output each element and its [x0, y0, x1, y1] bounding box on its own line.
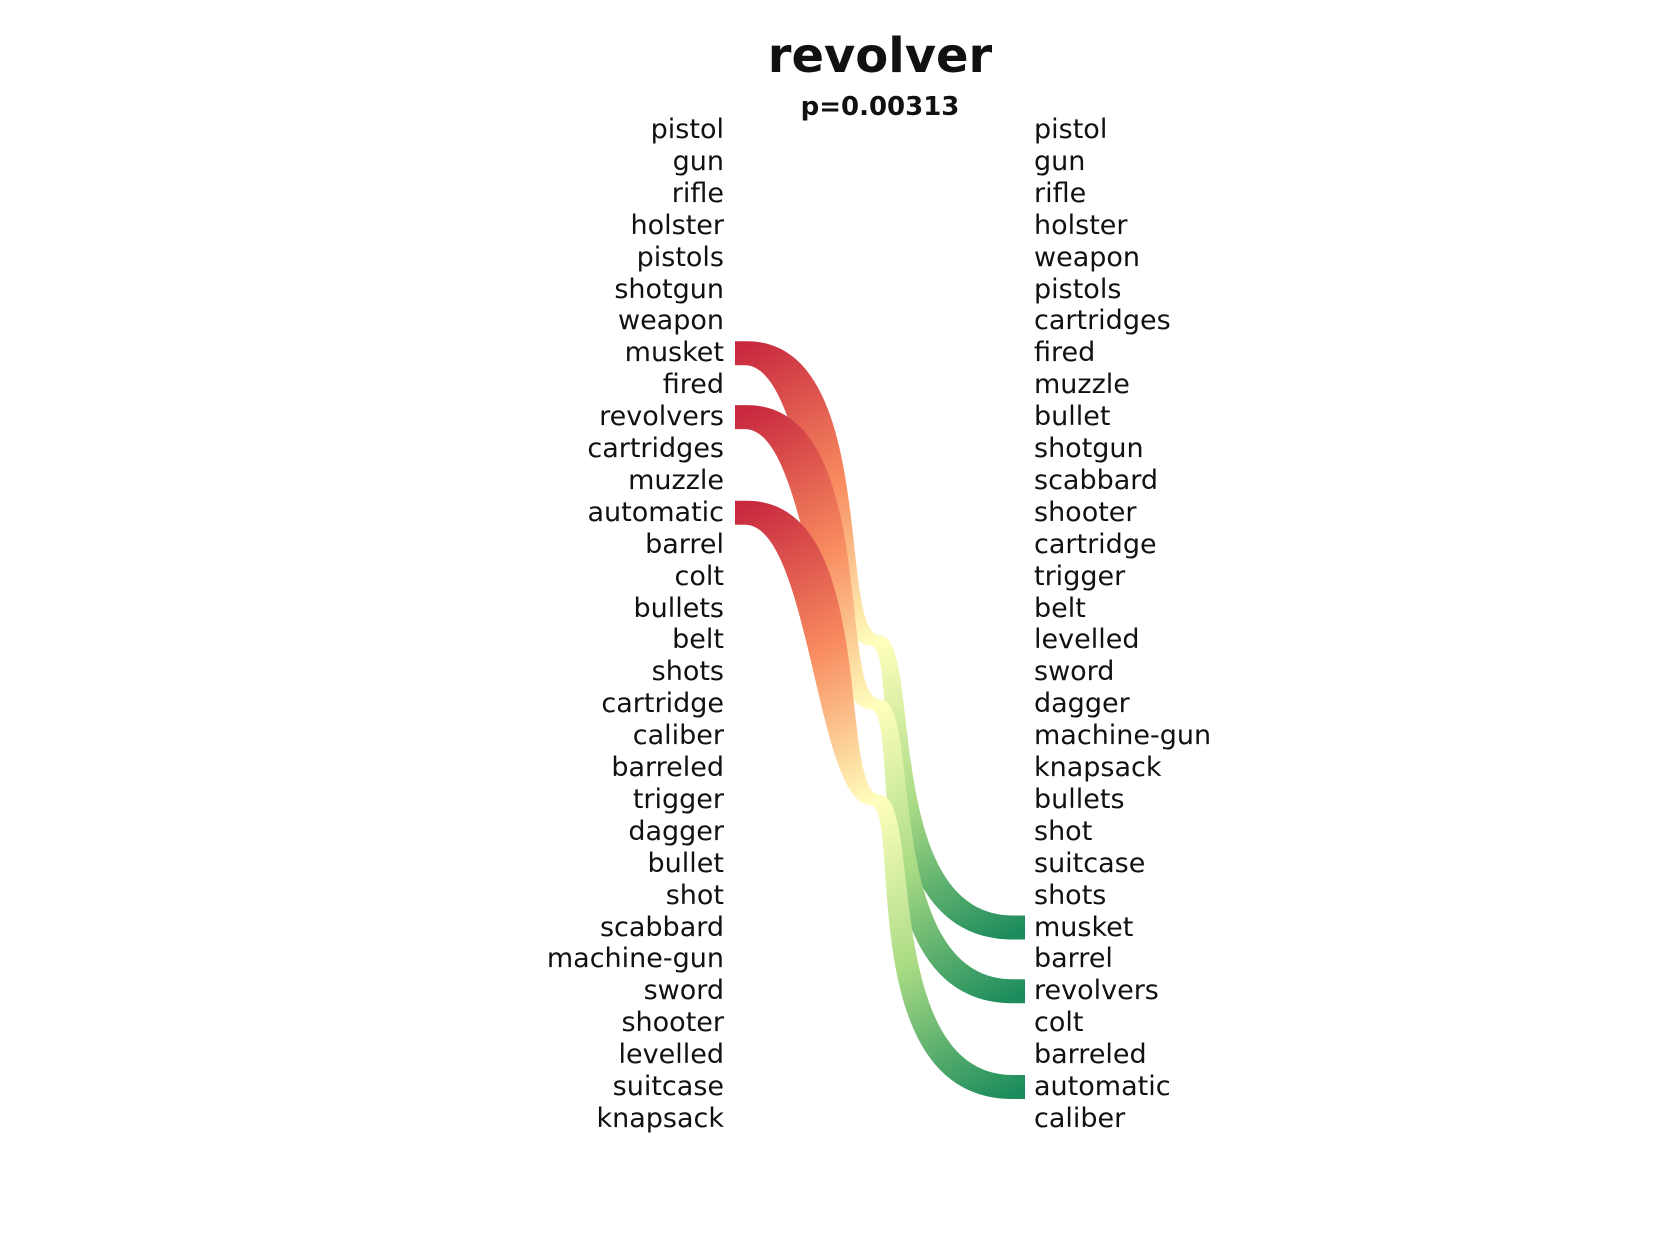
right-word-2: gun	[1034, 145, 1086, 177]
right-word-5: weapon	[1034, 241, 1141, 273]
left-word-8: musket	[624, 337, 724, 369]
left-word-29: shooter	[621, 1007, 724, 1039]
left-word-3: rifle	[671, 177, 724, 209]
left-word-16: bullets	[633, 592, 724, 624]
right-word-6: pistols	[1034, 273, 1122, 305]
right-word-19: dagger	[1034, 688, 1130, 720]
right-word-9: muzzle	[1034, 369, 1130, 401]
left-word-22: trigger	[632, 783, 724, 815]
right-word-23: shot	[1034, 815, 1093, 847]
left-word-24: bullet	[647, 847, 724, 879]
left-word-17: belt	[672, 624, 724, 656]
link-automatic	[735, 500, 1025, 1099]
right-word-15: trigger	[1034, 560, 1126, 592]
right-word-25: shots	[1034, 879, 1107, 911]
right-word-1: pistol	[1034, 114, 1108, 145]
right-word-30: barreled	[1034, 1039, 1147, 1071]
left-word-20: caliber	[632, 720, 724, 752]
left-word-13: automatic	[587, 496, 724, 528]
right-word-3: rifle	[1034, 177, 1087, 209]
right-word-24: suitcase	[1034, 847, 1146, 879]
link-musket	[735, 341, 1025, 940]
diagram-title: revolver	[767, 28, 993, 84]
left-word-10: revolvers	[599, 401, 724, 433]
right-word-16: belt	[1034, 592, 1086, 624]
left-word-12: muzzle	[628, 464, 724, 496]
right-word-22: bullets	[1034, 783, 1125, 815]
right-word-26: musket	[1034, 911, 1134, 943]
right-word-29: colt	[1034, 1007, 1084, 1039]
left-word-15: colt	[674, 560, 724, 592]
right-word-20: machine-gun	[1034, 720, 1212, 752]
left-word-28: sword	[643, 975, 724, 1007]
right-word-10: bullet	[1034, 401, 1111, 433]
left-word-23: dagger	[628, 815, 724, 847]
p-value-subtitle: p=0.00313	[800, 92, 960, 122]
left-word-30: levelled	[618, 1039, 724, 1071]
right-word-7: cartridges	[1034, 305, 1171, 337]
left-word-9: fired	[662, 369, 724, 401]
left-word-14: barrel	[645, 528, 724, 560]
left-word-5: pistols	[636, 241, 724, 273]
right-word-13: shooter	[1034, 496, 1137, 528]
right-word-12: scabbard	[1034, 464, 1159, 496]
right-word-27: barrel	[1034, 943, 1113, 975]
right-word-8: fired	[1034, 337, 1096, 369]
right-word-21: knapsack	[1034, 752, 1162, 783]
left-word-18: shots	[651, 656, 724, 688]
left-word-11: cartridges	[587, 433, 724, 464]
left-word-25: shot	[665, 879, 724, 911]
right-word-32: caliber	[1034, 1102, 1126, 1134]
right-word-4: holster	[1034, 209, 1128, 241]
right-word-11: shotgun	[1034, 433, 1144, 464]
left-word-6: shotgun	[614, 273, 724, 305]
right-word-31: automatic	[1034, 1071, 1171, 1102]
right-word-17: levelled	[1034, 624, 1140, 656]
left-word-26: scabbard	[599, 911, 724, 943]
left-word-21: barreled	[611, 752, 724, 783]
left-word-19: cartridge	[601, 688, 724, 720]
left-word-2: gun	[672, 145, 724, 177]
right-word-18: sword	[1034, 656, 1115, 688]
left-word-4: holster	[630, 209, 725, 241]
left-word-31: suitcase	[612, 1071, 724, 1102]
link-revolvers	[735, 405, 1025, 1004]
left-word-27: machine-gun	[546, 943, 724, 975]
right-word-14: cartridge	[1034, 528, 1157, 560]
left-word-1: pistol	[650, 114, 724, 145]
left-word-32: knapsack	[596, 1102, 724, 1134]
right-word-28: revolvers	[1034, 975, 1159, 1007]
left-word-7: weapon	[617, 305, 724, 337]
